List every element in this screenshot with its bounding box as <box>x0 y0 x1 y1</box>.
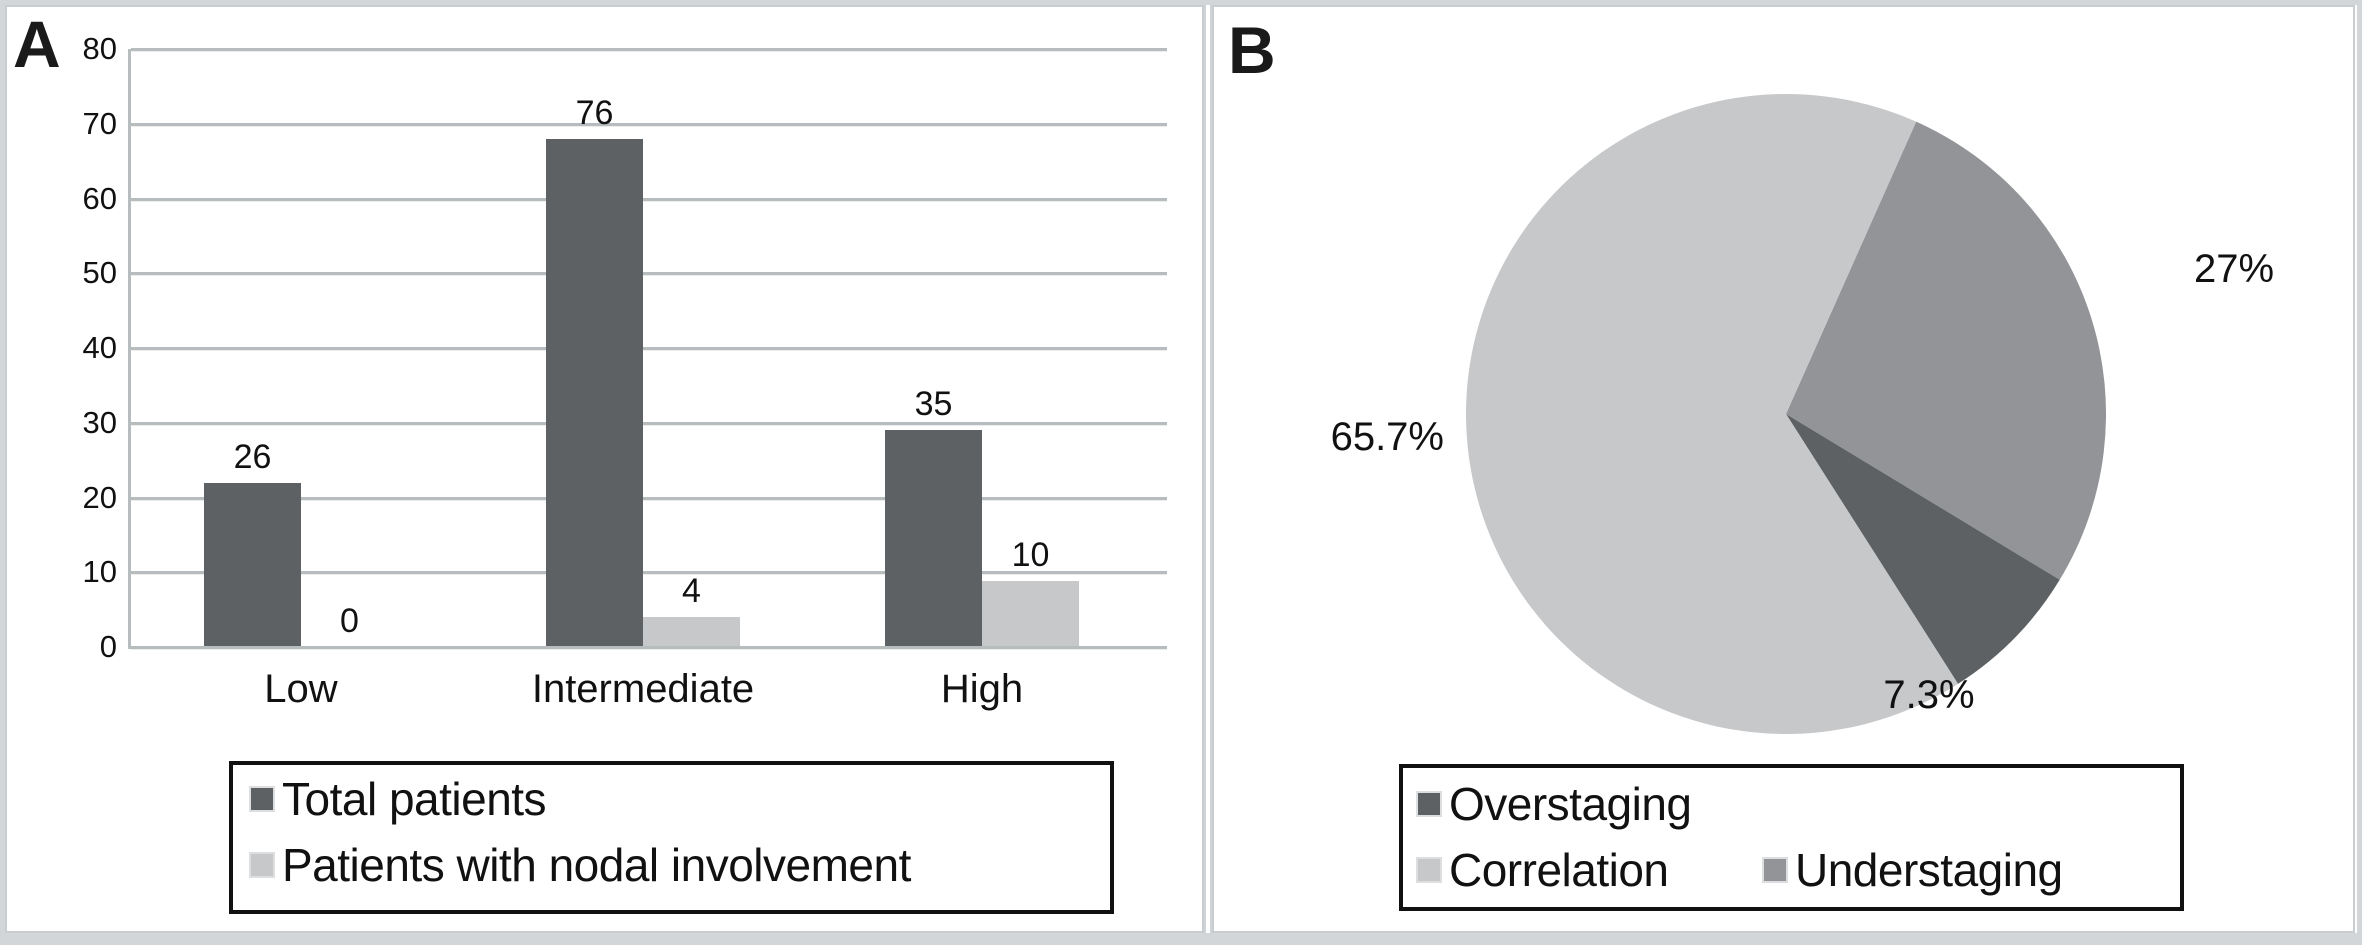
gridline-20 <box>131 496 1167 501</box>
legend-swatch-correlation <box>1416 857 1442 883</box>
gridline-40 <box>131 347 1167 351</box>
pie-label-correlation: 65.7% <box>1330 415 1444 459</box>
gridline-50 <box>131 272 1167 277</box>
gridline-60 <box>131 197 1167 202</box>
category-label-low: Low <box>264 667 338 711</box>
legend-swatch-understaging <box>1762 857 1788 883</box>
bar-value-label-total-patients-low: 26 <box>233 437 272 476</box>
legend-item-correlation: Correlation <box>1416 844 1669 896</box>
pie-chart-legend: Overstaging Correlation Understaging <box>1399 764 2184 911</box>
bar-value-label-total-patients-high: 35 <box>914 385 953 424</box>
legend-swatch-overstaging <box>1416 791 1442 817</box>
y-tick-label-80: 80 <box>82 31 117 66</box>
y-tick-label-10: 10 <box>82 554 117 590</box>
pie-label-understaging: 27% <box>2194 247 2275 291</box>
bar-patients-with-nodal-involvement-intermediate <box>643 617 740 647</box>
pie-label-overstaging: 7.3% <box>1883 673 1975 717</box>
legend-item-total-patients: Total patients <box>249 773 547 825</box>
legend-label-understaging: Understaging <box>1795 844 2063 896</box>
bar-value-label-patients-with-nodal-involvement-high: 10 <box>1011 536 1050 575</box>
bar-total-patients-intermediate <box>546 138 643 647</box>
legend-item-overstaging: Overstaging <box>1416 778 1692 830</box>
legend-label-correlation: Correlation <box>1449 844 1669 896</box>
bar-total-patients-high <box>885 430 982 647</box>
legend-item-patients-with-nodal-involvement: Patients with nodal involvement <box>249 839 911 891</box>
legend-swatch-patients-with-nodal-involvement <box>249 852 275 878</box>
gridline-0 <box>131 646 1167 650</box>
panel-b-pie-chart: B 27% 7.3% 65.7% Overstaging Correlation Und… <box>1212 5 2355 933</box>
legend-item-understaging: Understaging <box>1762 844 2063 896</box>
panel-divider <box>1204 5 1212 933</box>
y-tick-label-30: 30 <box>82 404 117 440</box>
y-tick-label-40: 40 <box>82 330 117 365</box>
pie-slice-correlation <box>1466 94 1959 734</box>
pie-slice-understaging <box>1786 121 2106 580</box>
bar-value-label-total-patients-intermediate: 76 <box>575 93 614 132</box>
bar-value-label-patients-with-nodal-involvement-intermediate: 4 <box>682 572 701 611</box>
gridline-10 <box>131 571 1167 576</box>
y-tick-label-70: 70 <box>82 105 117 141</box>
y-axis-line <box>128 49 131 649</box>
pie-slice-overstaging <box>1786 414 2060 684</box>
y-tick-label-20: 20 <box>82 479 117 515</box>
bar-chart-legend: Total patients Patients with nodal involv… <box>229 761 1114 914</box>
bar-value-label-patients-with-nodal-involvement-low: 0 <box>340 602 359 640</box>
bar-patients-with-nodal-involvement-high <box>982 581 1079 647</box>
legend-label-total-patients: Total patients <box>282 773 547 825</box>
bar-chart-plot-area: 26 76 35 0 4 10 <box>131 48 1167 650</box>
category-label-intermediate: Intermediate <box>531 667 755 711</box>
gridline-80 <box>131 48 1167 52</box>
y-tick-label-0: 0 <box>99 629 117 664</box>
category-label-high: High <box>940 667 1024 711</box>
gridline-30 <box>131 421 1167 426</box>
legend-label-overstaging: Overstaging <box>1449 778 1692 830</box>
legend-label-patients-with-nodal-involvement: Patients with nodal involvement <box>282 839 911 891</box>
panel-b-letter: B <box>1228 13 1276 87</box>
panel-a-letter: A <box>13 7 61 81</box>
legend-swatch-total-patients <box>249 786 275 812</box>
panel-a-bar-chart: A 26 76 35 0 4 10 0 10 20 30 40 50 60 70 80 Low Interme… <box>5 5 1204 933</box>
y-tick-label-50: 50 <box>82 255 117 291</box>
y-tick-label-60: 60 <box>82 180 117 216</box>
pie-chart <box>1466 94 2106 734</box>
bar-total-patients-low <box>204 482 301 647</box>
gridline-70 <box>131 122 1167 127</box>
